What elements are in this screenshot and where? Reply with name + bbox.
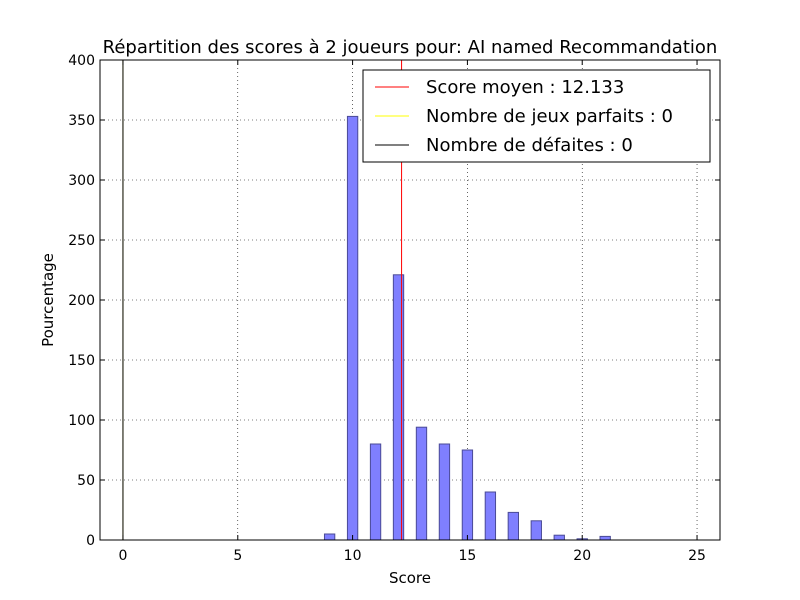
chart-title: Répartition des scores à 2 joueurs pour:… <box>103 37 718 58</box>
histogram-bar <box>461 449 474 541</box>
histogram-bar <box>369 443 382 541</box>
histogram-bar <box>415 426 428 541</box>
x-tick-label: 5 <box>233 548 242 564</box>
legend-label: Nombre de jeux parfaits : 0 <box>426 106 673 127</box>
x-tick-label: 20 <box>573 548 591 564</box>
y-tick-label: 300 <box>68 173 95 189</box>
histogram-bar <box>507 511 519 541</box>
y-tick-label: 350 <box>68 113 95 129</box>
x-axis-label: Score <box>389 569 431 587</box>
histogram-bar <box>438 443 451 541</box>
y-tick-label: 400 <box>68 53 95 69</box>
x-tick-label: 0 <box>119 548 128 564</box>
histogram-bar <box>530 520 542 541</box>
x-tick-label: 10 <box>344 548 362 564</box>
x-tick-label: 25 <box>688 548 706 564</box>
histogram-bar <box>392 274 405 541</box>
y-tick-label: 150 <box>68 353 95 369</box>
histogram-bar <box>346 115 359 541</box>
histogram-bar <box>599 535 611 541</box>
histogram-bar <box>484 491 497 541</box>
legend-label: Score moyen : 12.133 <box>426 77 624 98</box>
y-tick-label: 200 <box>68 293 95 309</box>
y-axis-label: Pourcentage <box>39 253 57 347</box>
y-tick-label: 50 <box>77 473 95 489</box>
x-tick-label: 15 <box>458 548 476 564</box>
y-tick-label: 0 <box>86 533 95 549</box>
histogram-bar <box>553 534 565 541</box>
legend-box <box>362 69 711 163</box>
legend: Score moyen : 12.133 Nombre de jeux parfa… <box>362 69 711 163</box>
histogram-bar <box>323 533 336 541</box>
y-tick-label: 100 <box>68 413 95 429</box>
legend-label: Nombre de défaites : 0 <box>426 135 633 156</box>
y-tick-label: 250 <box>68 233 95 249</box>
